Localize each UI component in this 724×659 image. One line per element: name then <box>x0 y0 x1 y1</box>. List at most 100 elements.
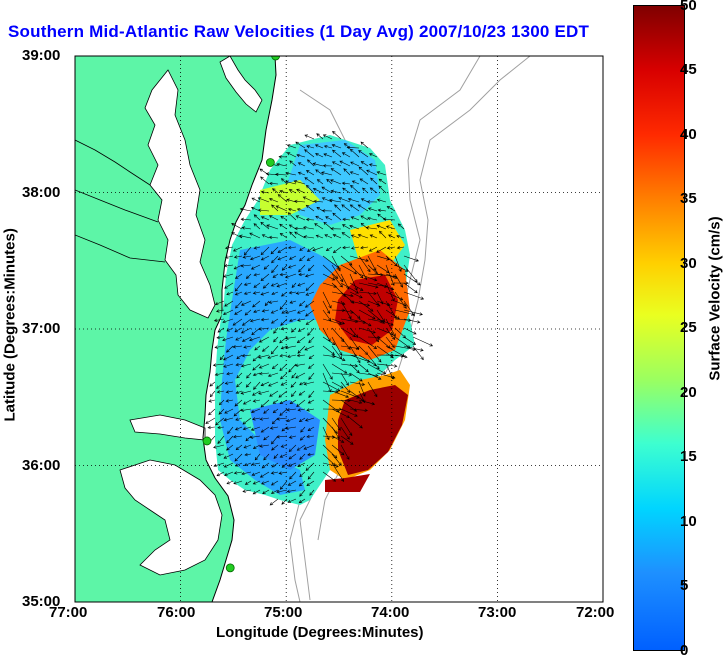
velocity-arrow <box>278 390 288 398</box>
velocity-arrow <box>259 372 270 376</box>
velocity-arrow <box>251 462 261 466</box>
velocity-arrow <box>245 435 252 442</box>
velocity-arrow <box>284 345 297 350</box>
velocity-arrow <box>341 224 351 230</box>
velocity-arrow <box>296 444 306 451</box>
velocity-arrow <box>264 300 270 307</box>
velocity-arrow <box>271 291 279 296</box>
velocity-arrow <box>286 144 297 149</box>
velocity-arrow <box>340 264 358 275</box>
velocity-arrow <box>250 426 261 431</box>
velocity-arrow <box>286 417 297 423</box>
velocity-arrow <box>304 149 315 158</box>
velocity-arrow <box>294 363 306 367</box>
velocity-arrow <box>385 264 395 286</box>
velocity-arrow <box>306 408 315 412</box>
velocity-arrow <box>269 426 279 430</box>
velocity-arrow <box>271 204 279 212</box>
velocity-arrow <box>288 255 297 260</box>
velocity-arrow <box>359 178 369 185</box>
velocity-arrow <box>249 336 261 342</box>
velocity-arrow <box>289 471 297 480</box>
velocity-arrow <box>252 300 261 308</box>
velocity-arrow <box>321 186 333 194</box>
velocity-arrow <box>394 336 411 349</box>
velocity-arrow <box>242 399 252 405</box>
velocity-arrow <box>251 471 261 476</box>
velocity-arrow <box>252 417 261 421</box>
velocity-arrow <box>300 426 306 433</box>
velocity-arrow <box>260 426 270 433</box>
velocity-arrow <box>234 399 243 407</box>
velocity-arrow <box>349 408 368 413</box>
velocity-arrow <box>322 426 330 441</box>
velocity-arrow <box>322 164 333 168</box>
velocity-arrow <box>322 372 332 393</box>
velocity-arrow <box>316 179 324 185</box>
velocity-arrow <box>261 462 270 469</box>
grid-lines <box>75 56 603 602</box>
velocity-arrow <box>394 309 415 316</box>
velocity-arrow <box>349 224 360 230</box>
delaware-bay <box>219 56 263 113</box>
velocity-arrow <box>346 145 360 150</box>
velocity-arrow <box>287 245 297 250</box>
velocity-arrow <box>305 184 315 194</box>
velocity-arrow <box>260 399 270 408</box>
velocity-arrow <box>328 198 342 203</box>
velocity-arrow <box>226 291 234 296</box>
velocity-arrow <box>339 160 351 167</box>
velocity-arrow <box>350 216 360 221</box>
velocity-arrow <box>332 149 342 158</box>
velocity-arrow <box>250 264 261 270</box>
velocity-arrow <box>412 345 424 361</box>
velocity-arrow <box>325 246 333 252</box>
velocity-arrow <box>281 178 288 185</box>
velocity-arrow <box>223 363 234 368</box>
velocity-arrow <box>349 282 364 291</box>
velocity-arrow <box>349 291 363 299</box>
velocity-arrow <box>351 180 360 185</box>
velocity-arrow <box>304 273 315 278</box>
velocity-arrow <box>366 200 378 204</box>
velocity-arrow <box>217 452 225 457</box>
velocity-arrow <box>322 282 338 288</box>
velocity-arrow <box>294 226 306 231</box>
colorbar-tick: 0 <box>680 642 689 659</box>
velocity-arrow <box>251 327 261 336</box>
velocity-arrow <box>205 417 216 424</box>
velocity-arrow <box>412 336 434 347</box>
velocity-arrow <box>222 309 234 315</box>
velocity-arrow <box>308 336 315 344</box>
velocity-arrow <box>243 444 252 449</box>
velocity-arrow <box>299 435 306 441</box>
velocity-arrow <box>305 291 315 296</box>
velocity-arrow <box>397 223 405 230</box>
velocity-arrow <box>307 399 315 404</box>
velocity-arrow <box>289 399 297 405</box>
velocity-arrow <box>270 471 279 475</box>
velocity-arrow <box>212 363 225 367</box>
velocity-arrow <box>213 318 225 322</box>
velocity-arrow <box>307 426 315 431</box>
velocity-arrow <box>217 327 225 333</box>
velocity-arrow <box>267 354 279 359</box>
velocity-arrow <box>279 354 288 358</box>
velocity-arrow <box>332 130 342 140</box>
velocity-arrow <box>340 435 354 445</box>
velocity-arrow <box>308 354 315 360</box>
velocity-arrow <box>270 480 279 486</box>
velocity-arrow <box>208 408 216 416</box>
velocity-arrow <box>252 390 261 396</box>
velocity-arrow <box>324 234 333 239</box>
velocity-arrow <box>305 462 315 471</box>
velocity-arrow <box>268 381 279 387</box>
velocity-arrow <box>365 226 378 230</box>
velocity-arrow <box>224 300 234 307</box>
velocity-arrow <box>286 152 297 158</box>
velocity-arrow <box>298 480 306 487</box>
colorbar-tick: 30 <box>680 255 697 272</box>
velocity-arrow <box>303 381 315 386</box>
velocity-arrow <box>295 141 306 149</box>
velocity-arrow <box>262 489 270 494</box>
